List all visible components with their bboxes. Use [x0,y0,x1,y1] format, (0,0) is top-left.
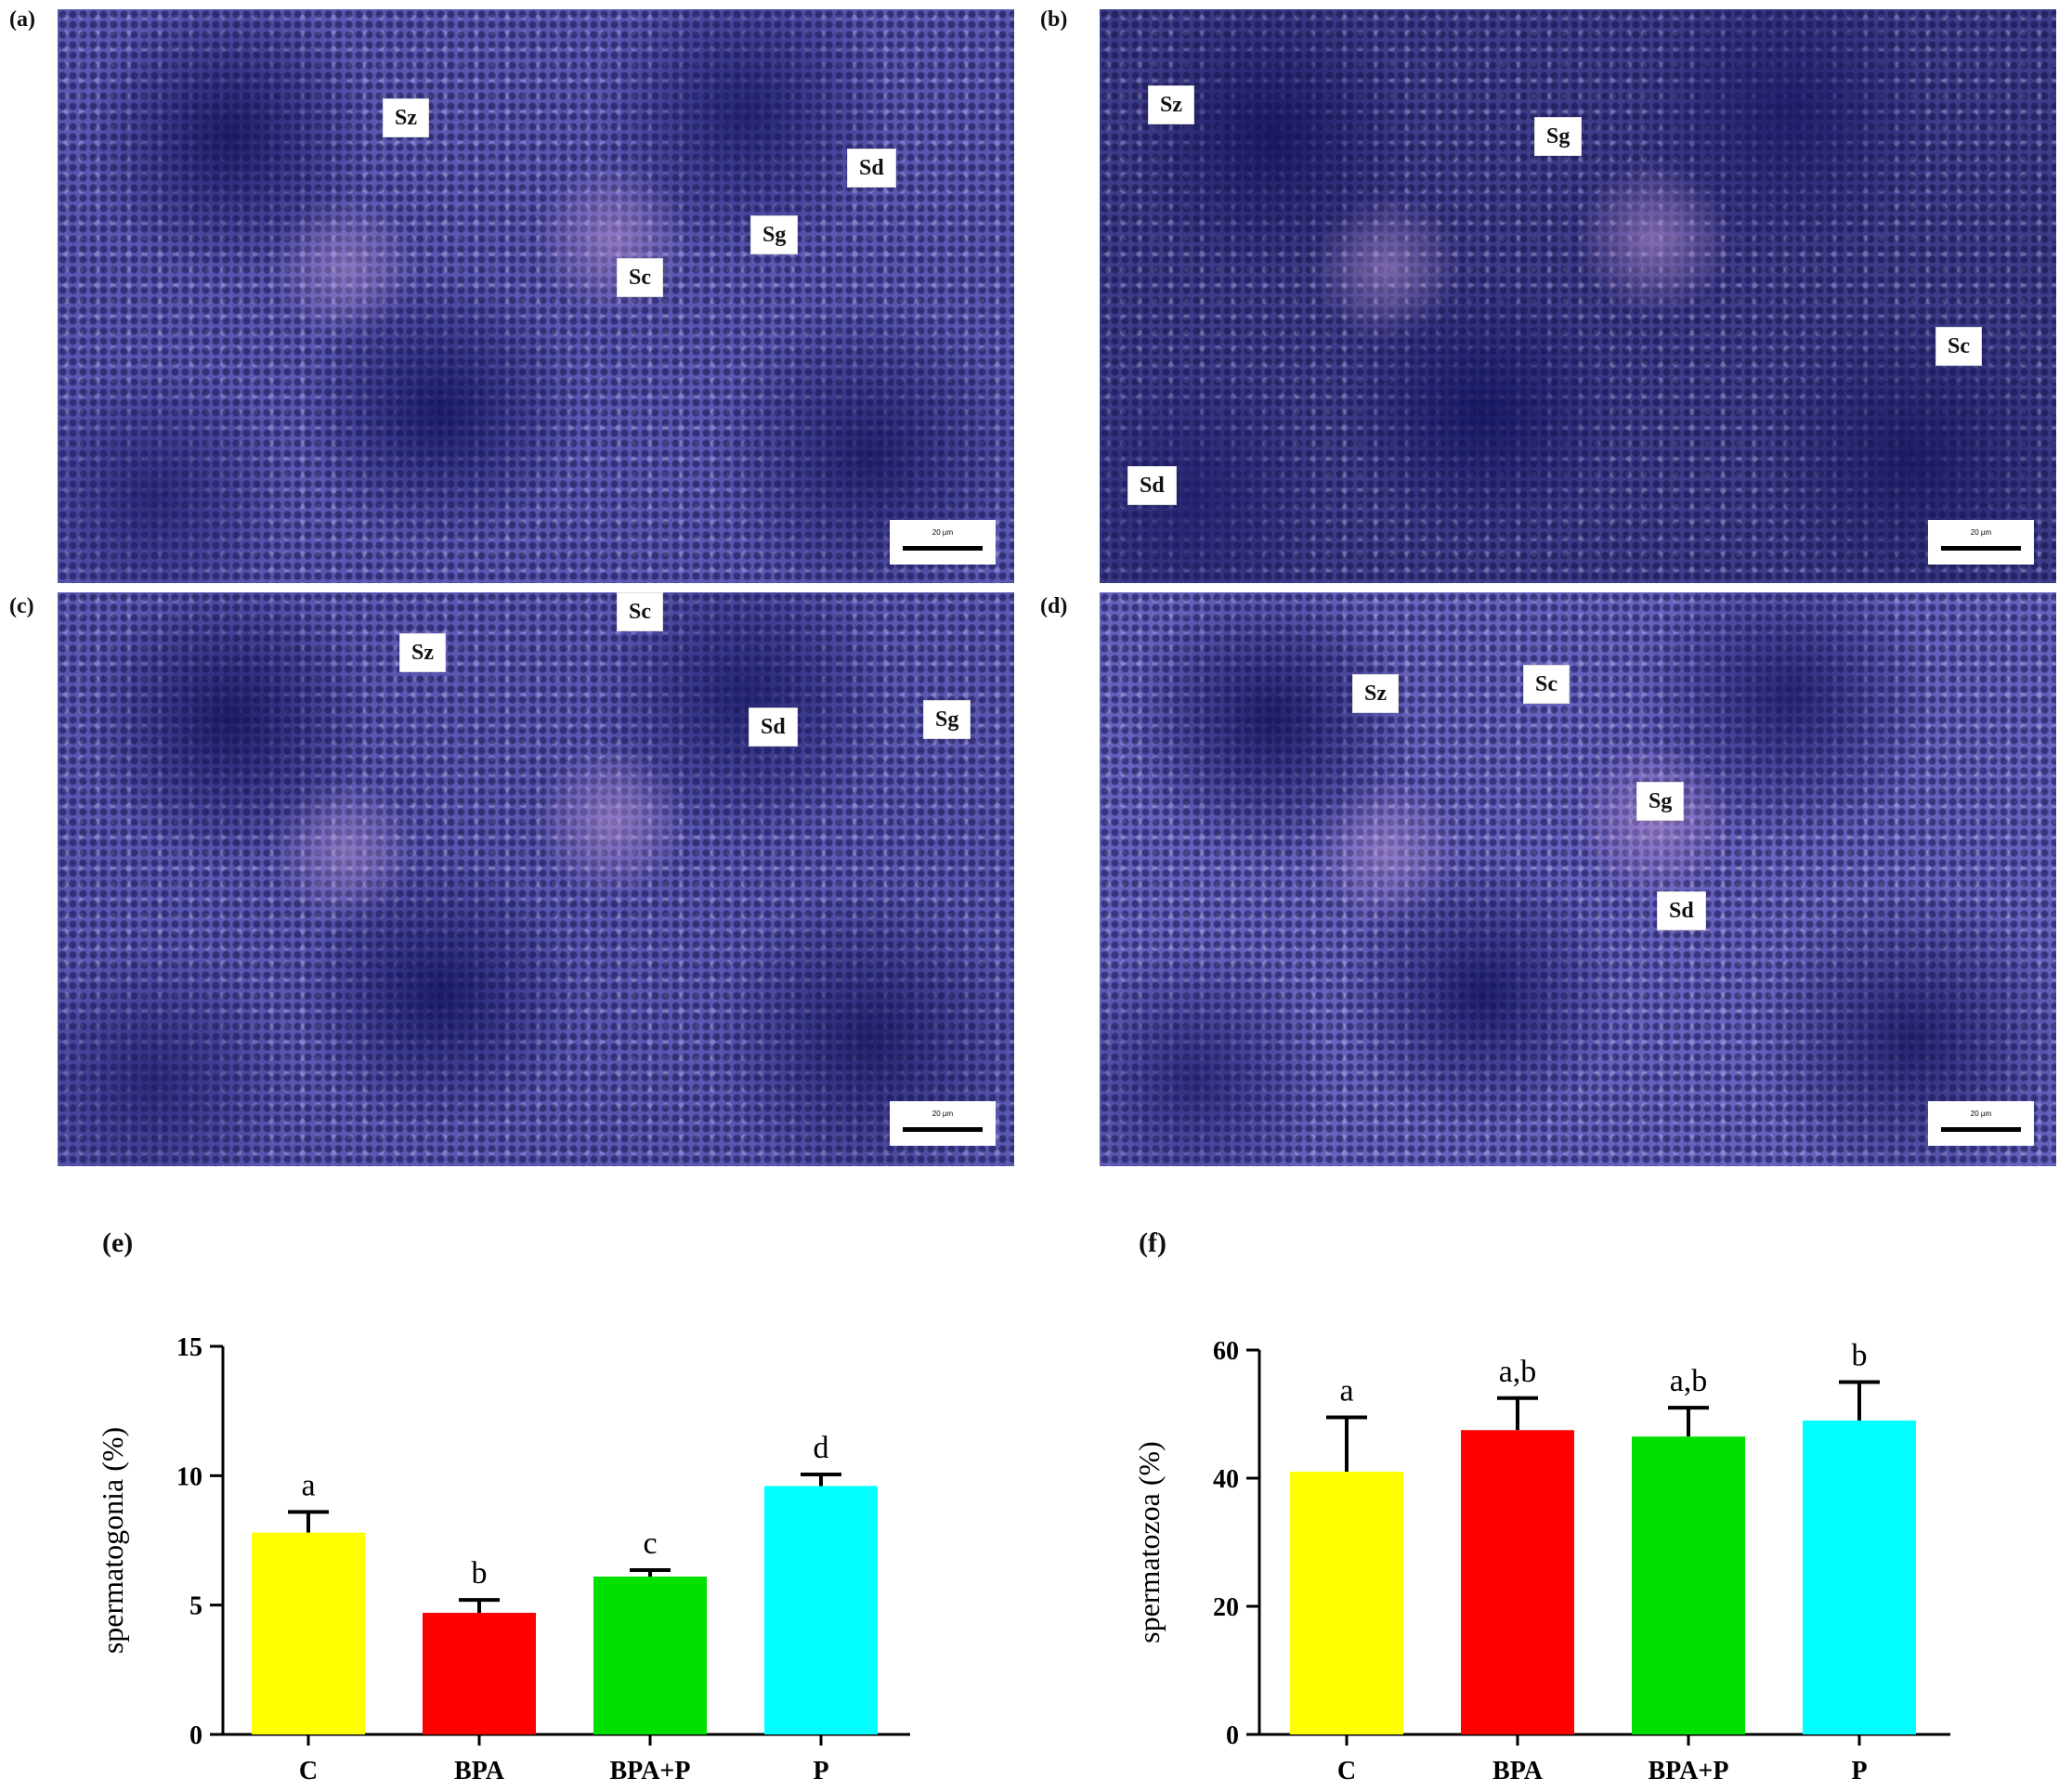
bar [1290,1472,1403,1734]
label-sg: Sg [750,215,799,254]
label-sz: Sz [1148,85,1194,124]
x-tick-label: P [1851,1757,1867,1786]
label-sc: Sc [1523,665,1570,704]
y-axis-label: spermatogonia (%) [96,1427,129,1654]
micrograph-b: Sz Sg Sc Sd 20 µm [1100,9,2056,583]
significance-letter: b [1852,1339,1868,1373]
x-tick-label: C [299,1757,318,1786]
x-tick-label: BPA+P [1649,1757,1729,1786]
scale-bar-line [1941,1127,2021,1132]
chart-letter-e: (e) [102,1227,134,1258]
x-tick-label: BPA [1492,1757,1544,1786]
label-sz: Sz [1352,674,1399,713]
scale-bar: 20 µm [1928,520,2034,565]
scale-bar-line [903,1127,983,1132]
panel-letter-a: (a) [9,7,35,32]
y-tick-label: 10 [176,1462,202,1491]
x-tick-label: C [1337,1757,1356,1786]
micrograph-c: Sc Sz Sd Sg 20 µm [58,592,1014,1166]
scale-bar: 20 µm [1928,1101,2034,1146]
bar-chart-spermatogonia: 0 5 10 15 spermatogonia (%) a Cb BPA c BPA+P d P [96,1333,910,1786]
significance-letter: d [814,1431,829,1465]
y-tick-label: 40 [1213,1465,1239,1494]
bar [1461,1430,1574,1734]
significance-letter: c [643,1526,657,1561]
label-sg: Sg [1636,782,1685,821]
panel-letter-d: (d) [1040,594,1068,618]
bar [1632,1436,1745,1734]
label-sg: Sg [1534,117,1583,156]
label-sc: Sc [617,592,663,631]
micrograph-d: Sz Sc Sg Sd 20 µm [1100,592,2056,1166]
label-sc: Sc [1935,327,1982,366]
y-tick-label: 20 [1213,1593,1239,1622]
significance-letter: a [301,1468,315,1502]
bar [593,1577,707,1734]
bar [764,1486,878,1734]
bar [1803,1420,1916,1734]
chart-letter-f: (f) [1139,1227,1166,1258]
scale-bar-label: 20 µm [932,528,954,537]
y-tick-label: 60 [1213,1337,1239,1366]
bar [423,1613,536,1734]
y-axis-label: spermatozoa (%) [1132,1441,1166,1643]
scale-bar-label: 20 µm [1970,1110,1992,1118]
label-sd: Sd [1127,466,1177,505]
panel-letter-c: (c) [9,594,34,618]
scale-bar-label: 20 µm [932,1110,954,1118]
significance-letter: a,b [1499,1355,1537,1389]
label-sd: Sd [1657,891,1706,930]
x-tick-label: BPA [454,1757,505,1786]
x-tick-label: P [813,1757,828,1786]
scale-bar-label: 20 µm [1970,528,1992,537]
scale-bar: 20 µm [890,1101,996,1146]
label-sg: Sg [923,700,971,739]
significance-letter: b [472,1556,488,1591]
x-tick-label: BPA+P [610,1757,691,1786]
label-sd: Sd [847,149,896,188]
label-sz: Sz [399,633,446,672]
panel-letter-b: (b) [1040,7,1068,32]
significance-letter: a,b [1670,1364,1708,1398]
label-sc: Sc [617,258,663,297]
bar-chart-spermatozoa: 0 20 40 60 spermatozoa (%) a Ca,b BPA a,b BPA+P b P [1132,1337,1950,1786]
y-tick-label: 5 [189,1592,202,1621]
y-tick-label: 15 [176,1333,202,1362]
significance-letter: a [1339,1373,1353,1408]
y-tick-label: 0 [189,1721,202,1750]
micrograph-a: Sz Sd Sg Sc 20 µm [58,9,1014,583]
scale-bar: 20 µm [890,520,996,565]
y-tick-label: 0 [1226,1721,1239,1750]
bar [252,1532,365,1734]
label-sd: Sd [749,708,798,747]
scale-bar-line [903,546,983,551]
scale-bar-line [1941,546,2021,551]
label-sz: Sz [383,98,429,137]
